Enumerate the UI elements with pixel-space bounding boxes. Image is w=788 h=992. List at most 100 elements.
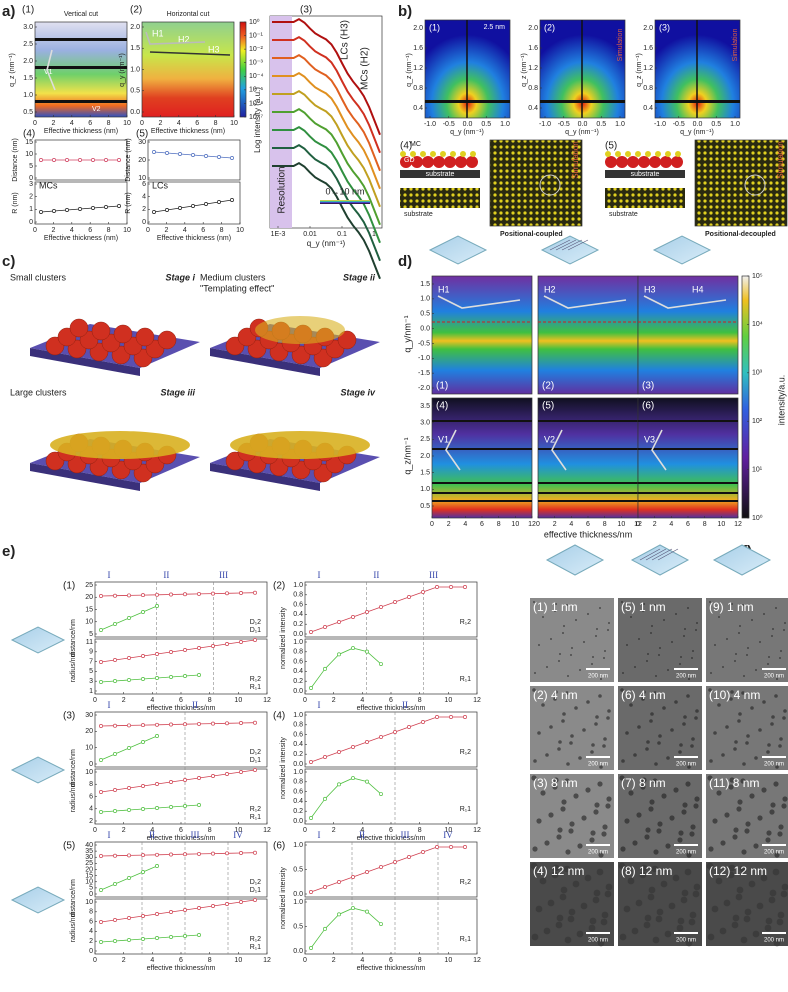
x-tick-label: -0.5 <box>558 121 570 128</box>
image-caption: (10) 4 nm <box>709 688 760 702</box>
texture <box>640 784 646 790</box>
texture <box>535 905 543 913</box>
curve <box>272 161 381 280</box>
texture <box>660 880 668 888</box>
panel-tag: (1) <box>436 381 448 392</box>
texture <box>763 613 765 615</box>
panel-label: c) <box>2 253 15 270</box>
y-tick-label: 0.2 <box>293 751 303 758</box>
x-tick-label: 4 <box>569 521 573 528</box>
texture <box>540 790 546 796</box>
y-tick-label: 0.6 <box>293 731 303 738</box>
y-tick-label: 20 <box>85 728 93 735</box>
texture <box>639 871 647 879</box>
marker <box>113 658 117 662</box>
texture <box>713 731 717 735</box>
marker <box>239 770 243 774</box>
particle <box>444 156 456 168</box>
axis-label: Log intensity (a.u.) <box>253 87 262 153</box>
curve <box>100 899 256 923</box>
marker <box>165 151 169 155</box>
texture <box>689 911 697 919</box>
legend-entry: D₁2 <box>250 879 261 886</box>
marker <box>253 768 257 772</box>
particle <box>422 156 434 168</box>
marker <box>309 630 313 634</box>
texture <box>607 709 611 713</box>
marker <box>155 722 159 727</box>
plot-area <box>431 275 533 395</box>
marker <box>127 746 131 750</box>
y-tick-label: 25 <box>85 582 93 589</box>
marker <box>421 720 425 724</box>
nanoparticle <box>91 321 111 341</box>
x-tick-label: 12 <box>473 697 481 704</box>
marker <box>65 158 69 162</box>
x-tick-label: 8 <box>418 697 422 704</box>
scale-bar <box>762 844 786 846</box>
x-tick-label: 0 <box>146 227 150 234</box>
texture <box>684 628 686 630</box>
panel-tag: (4) <box>400 141 412 152</box>
particle <box>671 156 683 168</box>
texture <box>577 843 583 849</box>
texture <box>600 678 602 680</box>
y-tick-label: 0 <box>142 219 146 226</box>
particle <box>466 156 478 168</box>
marker <box>463 845 467 849</box>
plot-area <box>637 275 739 395</box>
plot-area <box>304 841 478 898</box>
label: substrate <box>404 211 433 218</box>
texture <box>695 629 697 631</box>
panel-label: d) <box>398 253 412 270</box>
panel-tag: (2) <box>542 381 554 392</box>
texture <box>779 657 781 659</box>
texture <box>641 777 647 783</box>
y-tick-label: 4 <box>89 806 93 813</box>
marker <box>155 592 159 597</box>
y-tick-label: 0.4 <box>293 668 303 675</box>
texture <box>590 830 596 836</box>
marker <box>113 622 117 626</box>
marker <box>165 208 169 212</box>
x-tick-label: 8 <box>107 227 111 234</box>
marker <box>99 854 103 858</box>
label: Medium clusters <box>200 272 266 282</box>
y-tick-label: 0.4 <box>293 741 303 748</box>
x-tick-label: 0.5 <box>711 121 721 128</box>
x-tick-label: 8 <box>418 957 422 964</box>
nanoparticle <box>113 324 133 344</box>
label: Positional-decoupled <box>705 231 776 238</box>
particle <box>433 156 445 168</box>
texture <box>712 818 718 824</box>
texture <box>726 638 728 640</box>
label: I <box>108 700 111 710</box>
label: V1 <box>438 434 449 444</box>
texture <box>737 719 741 723</box>
axis-label: normalized intensity <box>280 867 287 929</box>
texture <box>708 846 714 852</box>
x-tick-label: 6 <box>88 120 92 127</box>
x-tick-label: 4 <box>183 227 187 234</box>
plot-area <box>94 711 268 768</box>
particle <box>400 156 412 168</box>
label: effective thickness/nm <box>544 529 632 539</box>
legend-entry: D₁1 <box>250 887 261 894</box>
texture <box>729 697 733 701</box>
texture <box>571 647 573 649</box>
texture <box>550 638 552 640</box>
y-tick-label: 7 <box>89 658 93 665</box>
label: Positional-coupled <box>500 231 563 238</box>
marker <box>141 937 145 941</box>
marker <box>253 720 257 725</box>
legend-entry: D₁1 <box>250 757 261 764</box>
curve <box>272 71 381 190</box>
texture <box>690 824 696 830</box>
label: IV <box>443 830 453 840</box>
texture <box>556 914 564 922</box>
particle <box>675 151 681 157</box>
texture <box>565 849 571 855</box>
legend-entry: D₁2 <box>250 749 261 756</box>
marker <box>183 648 187 652</box>
marker <box>197 933 201 937</box>
